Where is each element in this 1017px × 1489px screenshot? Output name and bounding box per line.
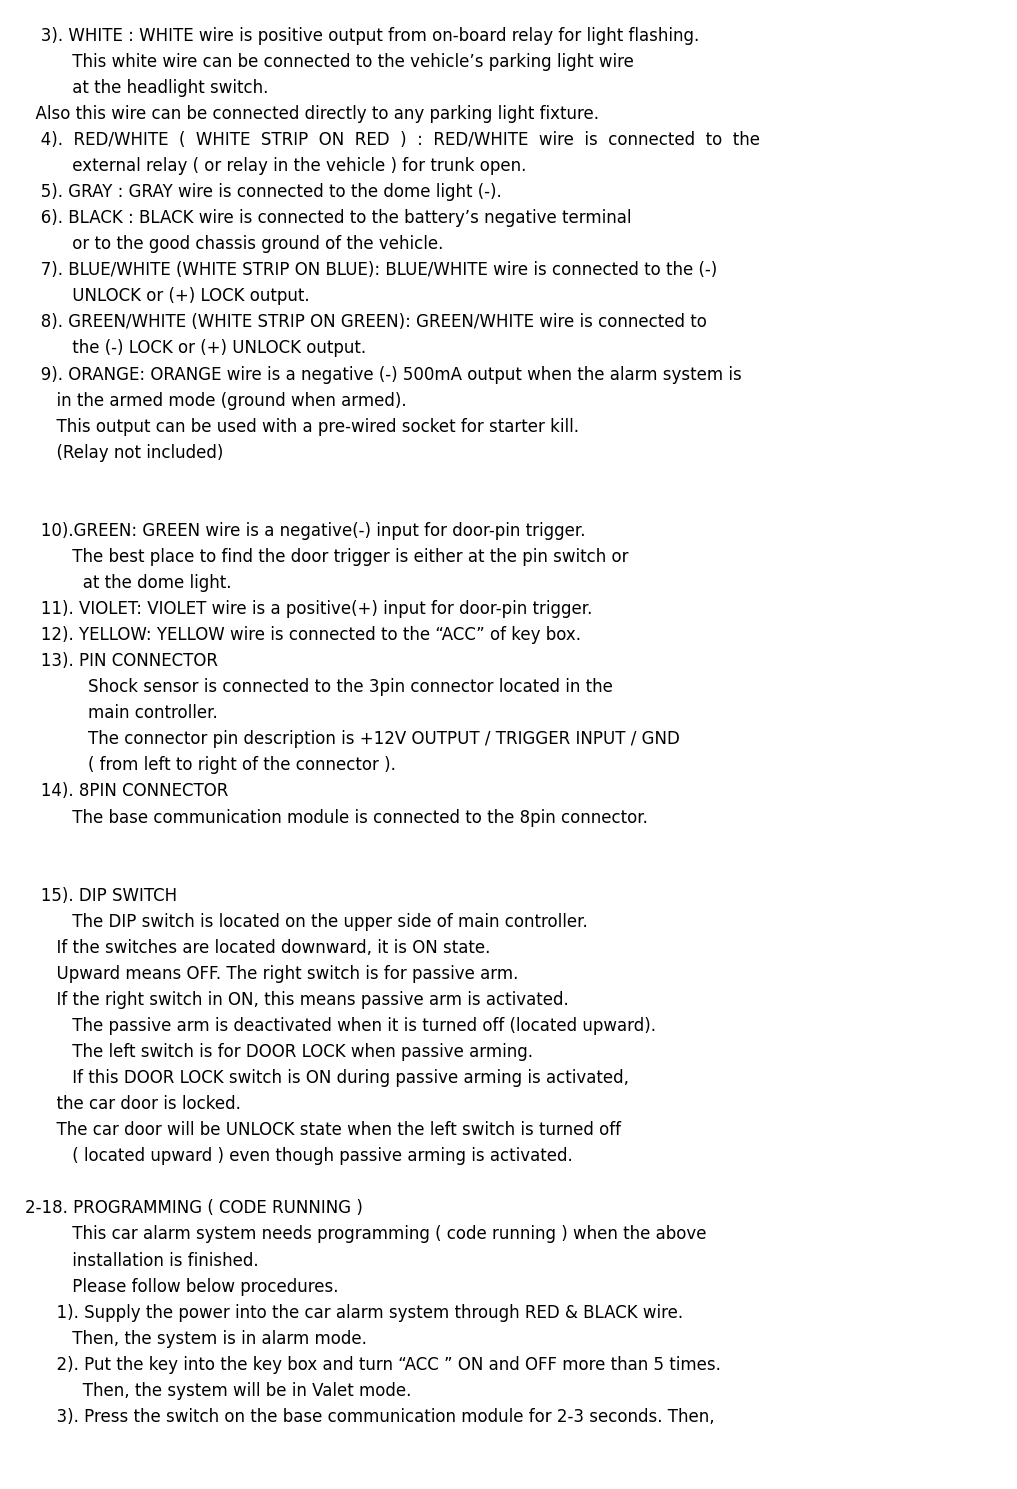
Text: at the dome light.: at the dome light. (25, 575, 232, 593)
Text: 3). WHITE : WHITE wire is positive output from on-board relay for light flashing: 3). WHITE : WHITE wire is positive outpu… (25, 27, 700, 45)
Text: 12). YELLOW: YELLOW wire is connected to the “ACC” of key box.: 12). YELLOW: YELLOW wire is connected to… (25, 627, 582, 645)
Text: Upward means OFF. The right switch is for passive arm.: Upward means OFF. The right switch is fo… (25, 965, 519, 983)
Text: (Relay not included): (Relay not included) (25, 444, 224, 462)
Text: 15). DIP SWITCH: 15). DIP SWITCH (25, 887, 178, 905)
Text: 3). Press the switch on the base communication module for 2-3 seconds. Then,: 3). Press the switch on the base communi… (25, 1409, 715, 1426)
Text: Shock sensor is connected to the 3pin connector located in the: Shock sensor is connected to the 3pin co… (25, 679, 613, 697)
Text: in the armed mode (ground when armed).: in the armed mode (ground when armed). (25, 392, 407, 409)
Text: 14). 8PIN CONNECTOR: 14). 8PIN CONNECTOR (25, 783, 229, 801)
Text: 2-18. PROGRAMMING ( CODE RUNNING ): 2-18. PROGRAMMING ( CODE RUNNING ) (25, 1200, 363, 1218)
Text: Also this wire can be connected directly to any parking light fixture.: Also this wire can be connected directly… (25, 104, 599, 124)
Text: This car alarm system needs programming ( code running ) when the above: This car alarm system needs programming … (25, 1225, 707, 1243)
Text: The car door will be UNLOCK state when the left switch is turned off: The car door will be UNLOCK state when t… (25, 1121, 621, 1139)
Text: If the switches are located downward, it is ON state.: If the switches are located downward, it… (25, 940, 491, 957)
Text: 2). Put the key into the key box and turn “ACC ” ON and OFF more than 5 times.: 2). Put the key into the key box and tur… (25, 1356, 721, 1374)
Text: If this DOOR LOCK switch is ON during passive arming is activated,: If this DOOR LOCK switch is ON during pa… (25, 1069, 630, 1087)
Text: ( from left to right of the connector ).: ( from left to right of the connector ). (25, 756, 397, 774)
Text: 10).GREEN: GREEN wire is a negative(-) input for door-pin trigger.: 10).GREEN: GREEN wire is a negative(-) i… (25, 521, 586, 541)
Text: The passive arm is deactivated when it is turned off (located upward).: The passive arm is deactivated when it i… (25, 1017, 656, 1035)
Text: 13). PIN CONNECTOR: 13). PIN CONNECTOR (25, 652, 219, 670)
Text: or to the good chassis ground of the vehicle.: or to the good chassis ground of the veh… (25, 235, 443, 253)
Text: 7). BLUE/WHITE (WHITE STRIP ON BLUE): BLUE/WHITE wire is connected to the (-): 7). BLUE/WHITE (WHITE STRIP ON BLUE): BL… (25, 262, 718, 280)
Text: The connector pin description is +12V OUTPUT / TRIGGER INPUT / GND: The connector pin description is +12V OU… (25, 731, 680, 749)
Text: Then, the system will be in Valet mode.: Then, the system will be in Valet mode. (25, 1382, 412, 1400)
Text: the car door is locked.: the car door is locked. (25, 1096, 241, 1114)
Text: at the headlight switch.: at the headlight switch. (25, 79, 268, 97)
Text: main controller.: main controller. (25, 704, 219, 722)
Text: external relay ( or relay in the vehicle ) for trunk open.: external relay ( or relay in the vehicle… (25, 158, 527, 176)
Text: The DIP switch is located on the upper side of main controller.: The DIP switch is located on the upper s… (25, 913, 588, 931)
Text: This output can be used with a pre-wired socket for starter kill.: This output can be used with a pre-wired… (25, 417, 580, 436)
Text: installation is finished.: installation is finished. (25, 1252, 259, 1270)
Text: ( located upward ) even though passive arming is activated.: ( located upward ) even though passive a… (25, 1148, 574, 1166)
Text: The best place to find the door trigger is either at the pin switch or: The best place to find the door trigger … (25, 548, 629, 566)
Text: If the right switch in ON, this means passive arm is activated.: If the right switch in ON, this means pa… (25, 992, 570, 1010)
Text: UNLOCK or (+) LOCK output.: UNLOCK or (+) LOCK output. (25, 287, 310, 305)
Text: 1). Supply the power into the car alarm system through RED & BLACK wire.: 1). Supply the power into the car alarm … (25, 1304, 683, 1322)
Text: 9). ORANGE: ORANGE wire is a negative (-) 500mA output when the alarm system is: 9). ORANGE: ORANGE wire is a negative (-… (25, 366, 742, 384)
Text: Then, the system is in alarm mode.: Then, the system is in alarm mode. (25, 1330, 367, 1348)
Text: This white wire can be connected to the vehicle’s parking light wire: This white wire can be connected to the … (25, 52, 635, 71)
Text: the (-) LOCK or (+) UNLOCK output.: the (-) LOCK or (+) UNLOCK output. (25, 339, 366, 357)
Text: 8). GREEN/WHITE (WHITE STRIP ON GREEN): GREEN/WHITE wire is connected to: 8). GREEN/WHITE (WHITE STRIP ON GREEN): … (25, 314, 707, 332)
Text: The base communication module is connected to the 8pin connector.: The base communication module is connect… (25, 809, 648, 826)
Text: 5). GRAY : GRAY wire is connected to the dome light (-).: 5). GRAY : GRAY wire is connected to the… (25, 183, 502, 201)
Text: 4).  RED/WHITE  (  WHITE  STRIP  ON  RED  )  :  RED/WHITE  wire  is  connected  : 4). RED/WHITE ( WHITE STRIP ON RED ) : R… (25, 131, 761, 149)
Text: 11). VIOLET: VIOLET wire is a positive(+) input for door-pin trigger.: 11). VIOLET: VIOLET wire is a positive(+… (25, 600, 593, 618)
Text: The left switch is for DOOR LOCK when passive arming.: The left switch is for DOOR LOCK when pa… (25, 1044, 534, 1062)
Text: 6). BLACK : BLACK wire is connected to the battery’s negative terminal: 6). BLACK : BLACK wire is connected to t… (25, 208, 632, 228)
Text: Please follow below procedures.: Please follow below procedures. (25, 1278, 339, 1295)
